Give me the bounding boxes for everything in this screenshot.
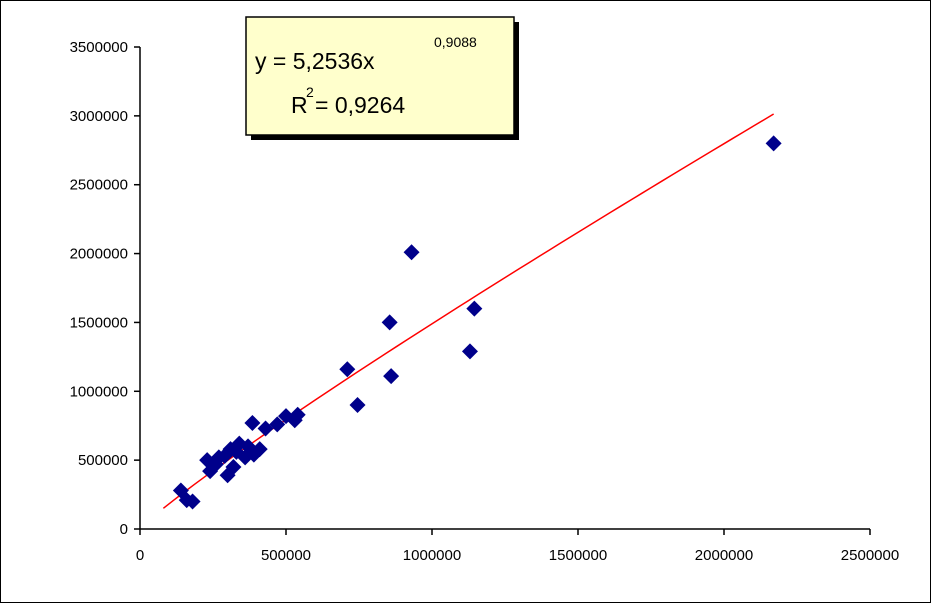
data-point bbox=[225, 459, 242, 476]
x-tick-label: 0 bbox=[136, 547, 144, 564]
trendline-r2-prefix: R bbox=[291, 92, 308, 118]
axis-ticks: 0500000100000015000002000000250000030000… bbox=[70, 39, 900, 564]
x-tick-label: 1000000 bbox=[403, 547, 461, 564]
y-tick-label: 1000000 bbox=[70, 383, 128, 400]
axes bbox=[139, 47, 870, 530]
trendline-equation-exponent: 0,9088 bbox=[434, 34, 477, 50]
data-point bbox=[339, 361, 356, 378]
y-tick-label: 2000000 bbox=[70, 246, 128, 263]
data-points bbox=[172, 135, 782, 510]
data-point bbox=[381, 314, 398, 331]
data-point bbox=[269, 416, 286, 433]
data-point bbox=[466, 300, 483, 317]
x-tick-label: 1500000 bbox=[549, 547, 607, 564]
data-point bbox=[251, 441, 268, 458]
data-point bbox=[403, 244, 420, 261]
trendline-r2-superscript: 2 bbox=[306, 84, 314, 100]
x-tick-label: 2500000 bbox=[841, 547, 899, 564]
data-point bbox=[244, 414, 261, 431]
y-tick-label: 3000000 bbox=[70, 108, 128, 125]
data-point bbox=[383, 368, 400, 385]
x-tick-label: 500000 bbox=[261, 547, 311, 564]
data-point bbox=[289, 406, 306, 423]
data-point bbox=[765, 135, 782, 152]
data-point bbox=[461, 343, 478, 360]
trendline-equation-label[interactable]: y = 5,2536x 0,9088 R 2 = 0,9264 bbox=[245, 16, 519, 140]
y-tick-label: 500000 bbox=[78, 452, 128, 469]
trendline-equation-text: y = 5,2536x bbox=[255, 48, 375, 74]
y-tick-label: 0 bbox=[120, 521, 128, 538]
y-tick-label: 2500000 bbox=[70, 177, 128, 194]
y-tick-label: 3500000 bbox=[70, 39, 128, 56]
data-point bbox=[184, 493, 201, 510]
data-point bbox=[349, 397, 366, 414]
y-tick-label: 1500000 bbox=[70, 314, 128, 331]
trendline-r2-value: = 0,9264 bbox=[315, 92, 405, 118]
equation-box-background bbox=[245, 16, 515, 136]
x-tick-label: 2000000 bbox=[695, 547, 753, 564]
